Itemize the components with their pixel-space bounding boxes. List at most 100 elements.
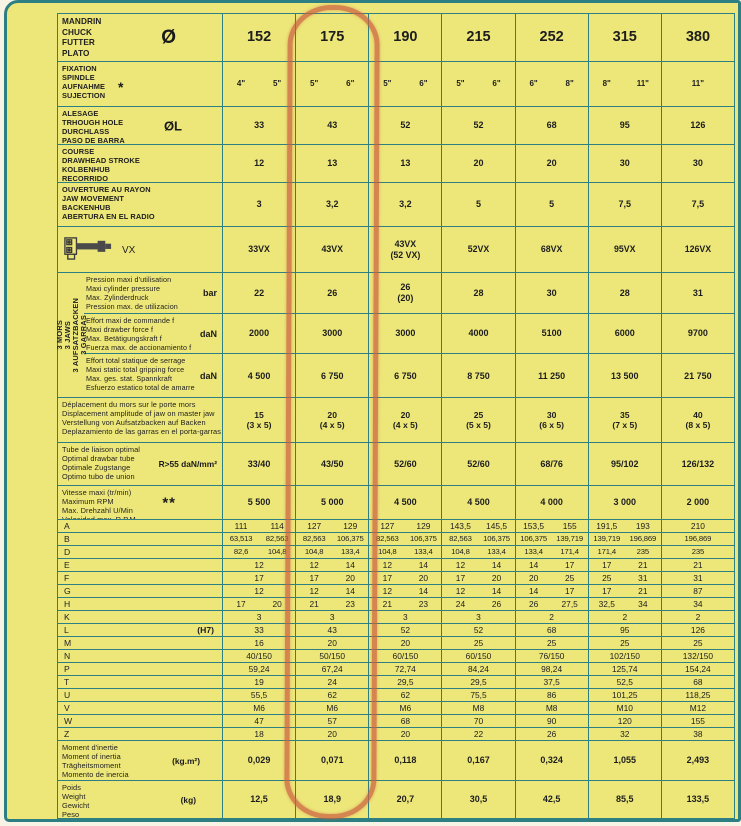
value-cell: 0,167: [441, 741, 514, 780]
value: 52: [473, 120, 484, 131]
label-line: PASO DE BARRA: [62, 136, 125, 144]
value: 210: [690, 520, 705, 531]
value: 52/60: [394, 458, 417, 469]
subrow-label-cell: Pression maxi d'utilisation Maxi cylinder…: [84, 273, 223, 313]
value: 52: [473, 624, 484, 635]
value: 85,5: [616, 794, 634, 805]
value: 13 500: [611, 370, 639, 381]
value: M12: [689, 702, 707, 713]
value: 171,4: [560, 547, 579, 557]
dimension-label-cell: G: [58, 585, 223, 597]
value-cell: 14 17: [514, 559, 588, 571]
value-cell: 86: [514, 689, 588, 701]
value: 6000: [614, 328, 635, 339]
value: 9700: [687, 328, 708, 339]
value: 129: [416, 520, 431, 531]
value: 30 (6 x 5): [539, 409, 565, 430]
dimension-row: N 40/150 50/150 60/150 60/150 76/150 102/150 13…: [58, 649, 734, 662]
value-cell: 20: [514, 145, 588, 182]
value: 30: [619, 158, 630, 169]
value: 62: [327, 689, 337, 700]
value: 6 750: [320, 370, 344, 381]
unit-label: (kg): [180, 794, 196, 805]
value-cell: M10: [587, 702, 661, 714]
row-label-cell: ALESAGE TRHOUGH HOLE DURCHLASS PASO DE BARR…: [58, 107, 223, 144]
value: 30: [692, 158, 703, 169]
dimension-label-cell: H: [58, 598, 223, 610]
value-cell: 15 (3 x 5): [223, 398, 295, 442]
value: 14: [491, 585, 502, 596]
value-cell: 20: [295, 637, 368, 649]
value: 21: [382, 598, 392, 609]
value-cell: 133,5: [660, 781, 734, 818]
value: 90: [546, 715, 557, 726]
value: M8: [545, 702, 558, 713]
value-cell: 25 (5 x 5): [441, 398, 514, 442]
value: 5": [383, 79, 392, 89]
value: 12: [254, 158, 265, 169]
value-cell: 28: [441, 273, 514, 313]
column-header: 252: [514, 14, 588, 61]
value-cell: 33VX: [223, 227, 295, 272]
value: 52/60: [467, 458, 490, 469]
value: 3: [476, 611, 481, 622]
value-cell: 52: [441, 107, 514, 144]
value: 14: [345, 585, 355, 596]
value: 70: [473, 715, 484, 726]
value-cell: 12 14: [441, 559, 514, 571]
value-cell: 25 31: [587, 572, 661, 584]
label-line: KOLBENHUB: [62, 165, 111, 175]
value: 118,25: [685, 689, 711, 700]
row-cells: 15 (3 x 5) 20 (4 x 5) 20 (4 x 5) 25 (5 x 5)…: [223, 398, 734, 442]
value-cell: 43: [295, 107, 368, 144]
value-cell: 68: [368, 715, 441, 727]
value: 17: [602, 585, 612, 596]
value: 20: [528, 572, 539, 583]
value-cell: M8: [441, 702, 514, 714]
label-line: Esfuerzo estatico total de amarre: [86, 383, 195, 392]
dimension-letter: A: [64, 521, 70, 531]
value-cell: 139,719 196,869: [587, 533, 661, 545]
value: 8": [565, 79, 574, 89]
value: 5 500: [247, 497, 271, 508]
value: 14: [528, 559, 539, 570]
row-label-cell: Tube de liaison optimal Optimal drawbar t…: [58, 443, 223, 485]
row-label-cell: OUVERTURE AU RAYON JAW MOVEMENT BACKENHUB A…: [58, 183, 223, 226]
unit-label: *: [118, 79, 124, 95]
value-cell: 43VX (52 VX): [368, 227, 441, 272]
value: 31: [692, 287, 703, 298]
label-line: Moment of inertia: [62, 752, 121, 762]
dimension-label-cell: E: [58, 559, 223, 571]
value-cell: 68VX: [514, 227, 588, 272]
value-cell: 0,324: [514, 741, 588, 780]
value-cell: 6" 8": [514, 62, 588, 106]
value: 23: [418, 598, 429, 609]
value: 95/102: [611, 458, 639, 469]
dimension-letter: T: [64, 677, 70, 687]
value: 101,25: [611, 689, 638, 700]
value: 12: [309, 559, 319, 570]
value-cell: 12 14: [368, 559, 441, 571]
value-cell: 102/150: [587, 650, 661, 662]
value-cell: 82,563 106,375: [441, 533, 514, 545]
dimension-row: U 55,5 62 62 75,5 86 101,25 118,25: [58, 688, 734, 701]
row-cells: 33 43 52 52 68 95 126: [223, 107, 734, 144]
value: 127: [380, 520, 395, 531]
dimension-row: K 3 3 3 3 2 2 2: [58, 610, 734, 623]
value: 4": [236, 79, 246, 89]
label-line: TRHOUGH HOLE: [62, 118, 124, 128]
value-cell: 63,513 82,563: [223, 533, 295, 545]
value-cell: 12 14: [295, 559, 368, 571]
dimension-row: V M6 M6 M6 M8 M8 M10 M12: [58, 701, 734, 714]
value: 23: [345, 598, 355, 609]
subrow-label-lines: Effort total statique de serrage Maxi sta…: [86, 356, 222, 392]
value-cell: 18: [223, 728, 295, 740]
value-cell: 126: [660, 107, 734, 144]
value: 5": [310, 79, 319, 89]
value-cell: 28: [587, 273, 661, 313]
jaws-side-label: 3 MORS 3 JAWS 3 AUFSATZBACKEN 3 GARRAS: [55, 273, 87, 397]
value: 106,375: [410, 534, 437, 544]
value-cell: 70: [441, 715, 514, 727]
label-line: Vitesse maxi (tr/min): [62, 488, 132, 497]
value: 14: [528, 585, 539, 596]
